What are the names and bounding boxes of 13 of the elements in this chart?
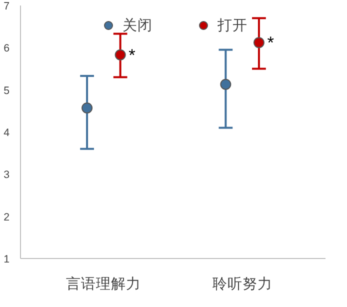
annotation: * (267, 32, 274, 53)
y-tick-label: 2 (4, 211, 10, 224)
y-tick-label: 1 (4, 254, 10, 266)
x-tick-label: 言语理解力 (66, 276, 142, 292)
legend-label: 关闭 (122, 16, 152, 34)
y-tick-label: 6 (4, 42, 10, 55)
legend-label: 打开 (218, 16, 248, 34)
y-tick-label: 5 (4, 84, 10, 97)
y-tick-label: 7 (4, 0, 10, 12)
y-tick-label: 3 (4, 169, 10, 182)
annotation: * (128, 44, 136, 65)
x-tick-label: 聆听努力 (212, 276, 272, 292)
y-tick-label: 4 (4, 127, 10, 139)
